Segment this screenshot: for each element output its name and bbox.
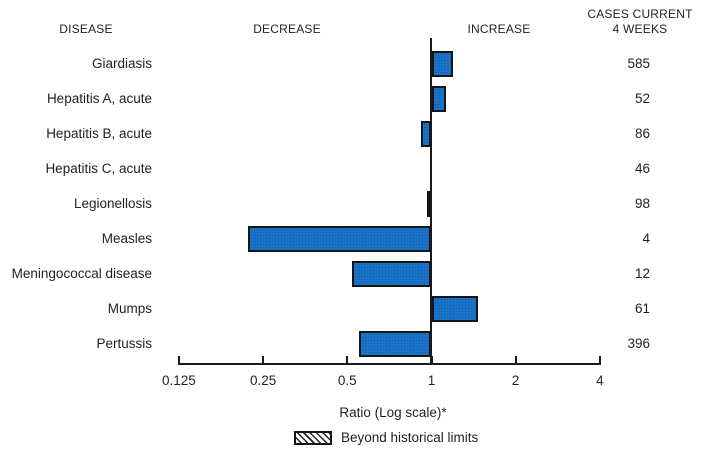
column-header-disease: DISEASE (59, 22, 113, 36)
x-axis-line (177, 363, 601, 365)
disease-label: Hepatitis A, acute (46, 91, 152, 106)
ratio-bar (247, 226, 432, 252)
x-axis-tick-label: 0.5 (337, 373, 357, 388)
x-axis-tick (598, 356, 601, 364)
column-header-decrease: DECREASE (253, 22, 321, 36)
cases-value: 396 (627, 336, 650, 351)
x-axis-tick-label: 1 (427, 373, 436, 388)
cases-value: 46 (634, 161, 650, 176)
cases-value: 86 (634, 126, 650, 141)
x-axis-tick (346, 356, 349, 364)
disease-label: Giardiasis (91, 56, 152, 71)
cases-header-line2: 4 WEEKS (612, 22, 668, 36)
ratio-bar (431, 296, 479, 322)
disease-label: Mumps (107, 301, 152, 316)
x-axis-tick (262, 356, 265, 364)
column-header-cases: CASES CURRENT 4 WEEKS (578, 7, 701, 37)
disease-label: Pertussis (96, 336, 152, 351)
x-axis-tick-label: 2 (511, 373, 520, 388)
x-axis-tick-label: 0.125 (161, 373, 196, 388)
cases-value: 585 (627, 56, 650, 71)
ratio-bar (431, 51, 453, 77)
disease-label: Hepatitis B, acute (46, 126, 152, 141)
legend: Beyond historical limits (294, 430, 478, 445)
ratio-bar (352, 261, 432, 287)
ratio-bar (358, 331, 432, 357)
cases-value: 12 (634, 266, 650, 281)
hatched-swatch-icon (294, 430, 332, 445)
legend-label: Beyond historical limits (341, 430, 479, 445)
cases-value: 61 (634, 301, 650, 316)
x-axis-tick (430, 356, 433, 364)
x-axis-label: Ratio (Log scale)* (339, 405, 447, 420)
cases-value: 52 (634, 91, 650, 106)
baseline-axis-line (430, 38, 432, 365)
disease-label: Meningococcal disease (11, 266, 152, 281)
x-axis-tick (514, 356, 517, 364)
disease-label: Measles (101, 231, 152, 246)
cases-value: 4 (642, 231, 650, 246)
column-header-increase: INCREASE (467, 22, 531, 36)
disease-label: Hepatitis C, acute (45, 161, 152, 176)
cases-value: 98 (634, 196, 650, 211)
x-axis-tick (177, 356, 180, 364)
cases-header-line1: CASES CURRENT (587, 7, 693, 21)
x-axis-tick-label: 0.25 (249, 373, 277, 388)
disease-label: Legionellosis (73, 196, 152, 211)
x-axis-tick-label: 4 (596, 373, 604, 388)
ratio-bar (431, 86, 447, 112)
